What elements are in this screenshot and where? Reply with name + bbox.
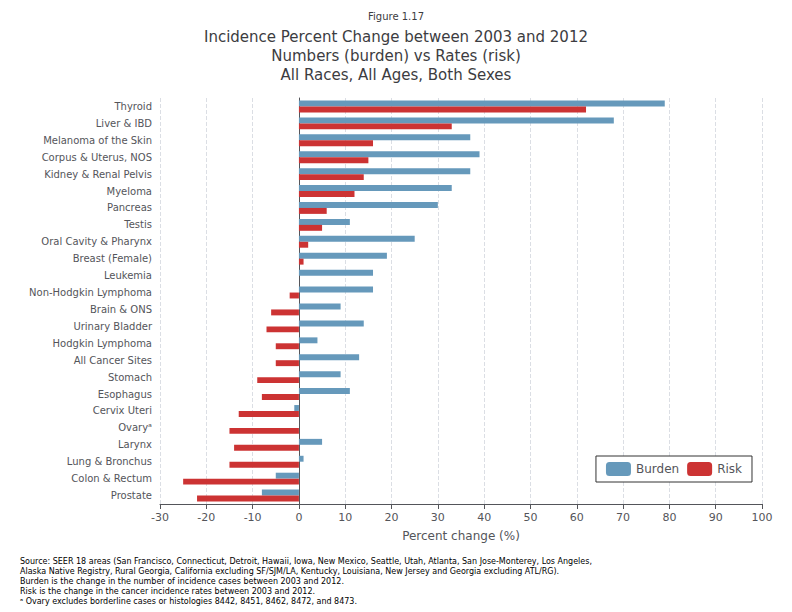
- svg-text:Numbers (burden) vs Rates (ris: Numbers (burden) vs Rates (risk): [271, 47, 520, 65]
- svg-text:Leukemia: Leukemia: [104, 270, 152, 281]
- svg-text:Hodgkin Lymphoma: Hodgkin Lymphoma: [53, 338, 152, 349]
- svg-text:Kidney & Renal Pelvis: Kidney & Renal Pelvis: [44, 169, 152, 180]
- svg-text:60: 60: [570, 511, 584, 524]
- svg-text:Myeloma: Myeloma: [107, 186, 152, 197]
- svg-text:Liver & IBD: Liver & IBD: [96, 118, 152, 129]
- svg-text:-30: -30: [151, 511, 169, 524]
- svg-text:100: 100: [752, 511, 773, 524]
- svg-text:All Races, All Ages, Both Sexe: All Races, All Ages, Both Sexes: [281, 66, 512, 84]
- svg-text:Larynx: Larynx: [118, 439, 152, 450]
- svg-text:Stomach: Stomach: [108, 372, 152, 383]
- svg-text:Risk: Risk: [717, 462, 742, 476]
- svg-text:Source: SEER 18 areas (San Fra: Source: SEER 18 areas (San Francisco, Co…: [20, 557, 592, 566]
- svg-text:80: 80: [662, 511, 676, 524]
- svg-text:Esophagus: Esophagus: [98, 389, 152, 400]
- svg-text:Burden is the change in the nu: Burden is the change in the number of in…: [20, 577, 344, 586]
- svg-text:Incidence Percent Change betwe: Incidence Percent Change between 2003 an…: [204, 28, 588, 46]
- svg-text:Ovaryᵃ: Ovaryᵃ: [118, 422, 152, 433]
- svg-text:Burden: Burden: [636, 462, 679, 476]
- svg-text:Melanoma of the Skin: Melanoma of the Skin: [43, 135, 152, 146]
- svg-text:50: 50: [523, 511, 537, 524]
- svg-text:Prostate: Prostate: [111, 490, 152, 501]
- svg-text:All Cancer Sites: All Cancer Sites: [74, 355, 152, 366]
- svg-text:Cervix Uteri: Cervix Uteri: [93, 405, 152, 416]
- svg-text:30: 30: [431, 511, 445, 524]
- svg-text:90: 90: [709, 511, 723, 524]
- svg-text:Colon & Rectum: Colon & Rectum: [71, 473, 152, 484]
- svg-text:0: 0: [295, 511, 302, 524]
- svg-text:Lung & Bronchus: Lung & Bronchus: [67, 456, 152, 467]
- svg-text:20: 20: [385, 511, 399, 524]
- svg-text:40: 40: [477, 511, 491, 524]
- svg-text:Breast (Female): Breast (Female): [73, 253, 152, 264]
- svg-text:Urinary Bladder: Urinary Bladder: [73, 321, 152, 332]
- svg-text:Oral Cavity & Pharynx: Oral Cavity & Pharynx: [41, 236, 152, 247]
- svg-text:-10: -10: [244, 511, 262, 524]
- svg-text:Testis: Testis: [123, 219, 152, 230]
- svg-text:Figure 1.17: Figure 1.17: [368, 11, 424, 22]
- svg-text:10: 10: [338, 511, 352, 524]
- svg-text:Non-Hodgkin Lymphoma: Non-Hodgkin Lymphoma: [29, 287, 152, 298]
- svg-text:Alaska Native Registry, Rural: Alaska Native Registry, Rural Georgia, C…: [20, 567, 559, 576]
- svg-text:Brain & ONS: Brain & ONS: [90, 304, 152, 315]
- svg-text:Pancreas: Pancreas: [107, 202, 152, 213]
- svg-text:70: 70: [616, 511, 630, 524]
- svg-text:ᵃ Ovary excludes borderline ca: ᵃ Ovary excludes borderline cases or his…: [20, 597, 357, 606]
- svg-text:-20: -20: [197, 511, 215, 524]
- svg-text:Thyroid: Thyroid: [114, 101, 153, 112]
- svg-text:Corpus & Uterus, NOS: Corpus & Uterus, NOS: [42, 152, 152, 163]
- svg-text:Risk is the change in the canc: Risk is the change in the cancer inciden…: [20, 587, 315, 596]
- svg-text:Percent change (%): Percent change (%): [402, 529, 520, 543]
